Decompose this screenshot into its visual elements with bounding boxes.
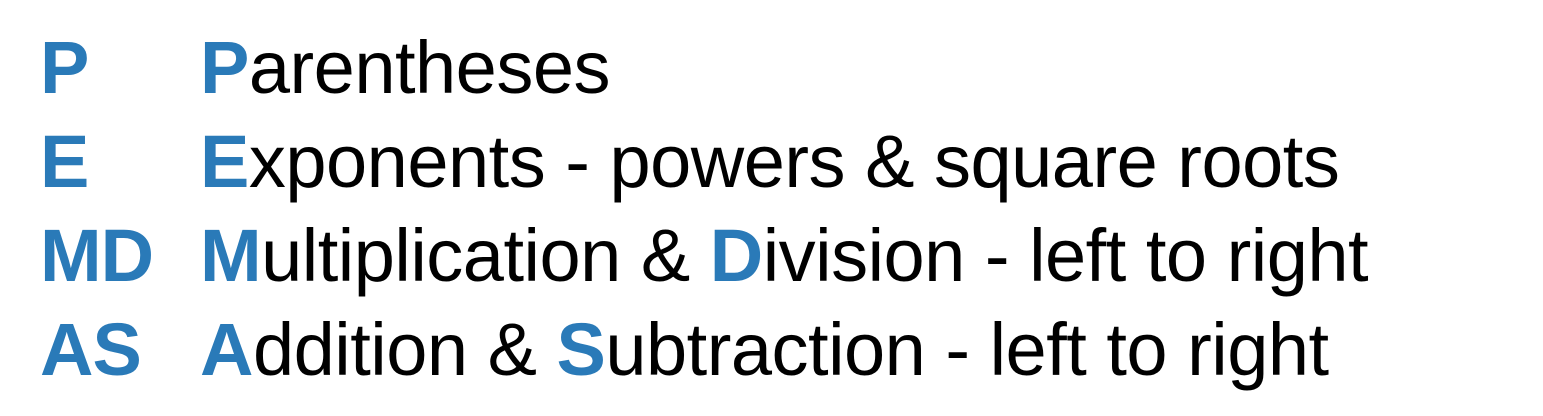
phrase-text: arentheses (248, 26, 611, 109)
pemdas-row-addition-subtraction: AS Addition & Subtraction - left to righ… (0, 302, 1543, 398)
highlighted-letter: E (200, 120, 249, 203)
pemdas-row-multiplication-division: MD Multiplication & Division - left to r… (0, 208, 1543, 304)
phrase-text: ubtraction - left to right (605, 308, 1329, 391)
pemdas-row-parentheses: P Parentheses (0, 20, 1543, 116)
highlighted-letter: M (200, 214, 262, 297)
row-phrase: Exponents - powers & square roots (200, 114, 1340, 210)
row-phrase: Multiplication & Division - left to righ… (200, 208, 1369, 304)
row-abbreviation: AS (40, 308, 142, 391)
row-phrase: Addition & Subtraction - left to right (200, 302, 1329, 398)
row-abbreviation: P (40, 26, 89, 109)
row-phrase: Parentheses (200, 20, 611, 116)
phrase-text: ddition & (252, 308, 557, 391)
phrase-text: ultiplication & (261, 214, 710, 297)
row-abbreviation: E (40, 120, 89, 203)
row-abbreviation: MD (40, 214, 154, 297)
phrase-text: ivision - left to right (762, 214, 1369, 297)
phrase-text: xponents - powers & square roots (248, 120, 1340, 203)
highlighted-letter: S (556, 308, 606, 391)
highlighted-letter: A (200, 308, 253, 391)
highlighted-letter: P (200, 26, 249, 109)
pemdas-row-exponents: E Exponents - powers & square roots (0, 114, 1543, 210)
highlighted-letter: D (709, 214, 763, 297)
